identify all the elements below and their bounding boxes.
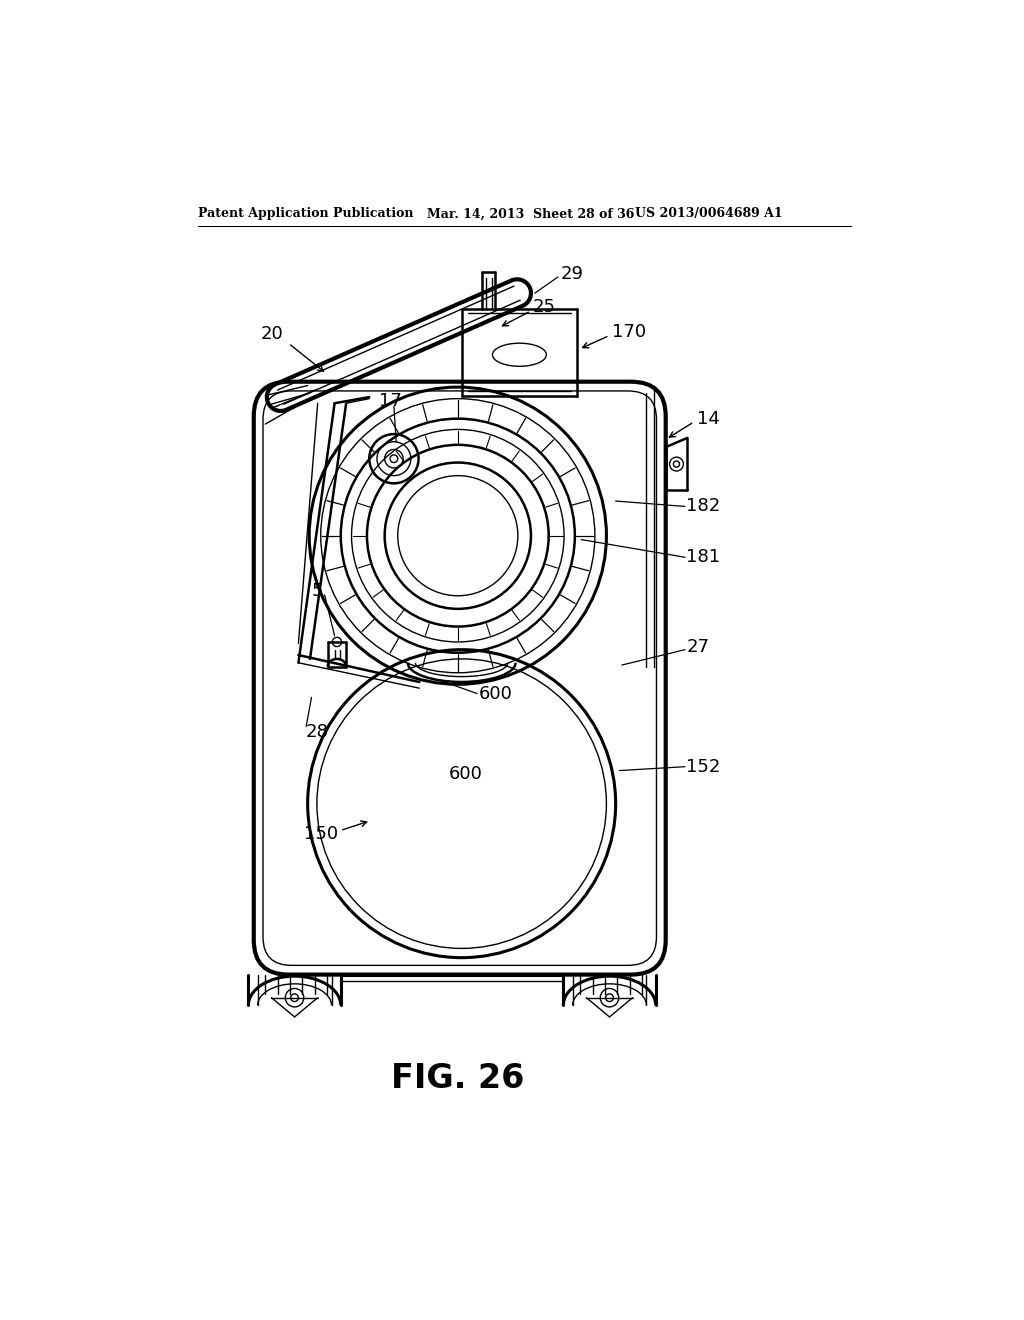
Text: 17: 17 xyxy=(379,392,402,411)
Text: 5: 5 xyxy=(311,582,323,601)
Text: 14: 14 xyxy=(696,409,720,428)
Text: FIG. 26: FIG. 26 xyxy=(391,1063,524,1096)
Text: 28: 28 xyxy=(306,723,329,741)
Text: 20: 20 xyxy=(260,325,283,343)
Text: US 2013/0064689 A1: US 2013/0064689 A1 xyxy=(635,207,782,220)
Text: 600: 600 xyxy=(478,685,512,702)
Text: 152: 152 xyxy=(686,758,721,776)
Text: 150: 150 xyxy=(304,825,339,843)
Text: 29: 29 xyxy=(560,265,584,282)
Text: 600: 600 xyxy=(449,766,482,783)
Text: 27: 27 xyxy=(686,639,710,656)
Text: Mar. 14, 2013  Sheet 28 of 36: Mar. 14, 2013 Sheet 28 of 36 xyxy=(427,207,635,220)
Text: Patent Application Publication: Patent Application Publication xyxy=(199,207,414,220)
Text: 25: 25 xyxy=(532,298,555,315)
Text: 182: 182 xyxy=(686,498,721,515)
Text: 181: 181 xyxy=(686,548,721,566)
Text: 170: 170 xyxy=(611,323,646,342)
